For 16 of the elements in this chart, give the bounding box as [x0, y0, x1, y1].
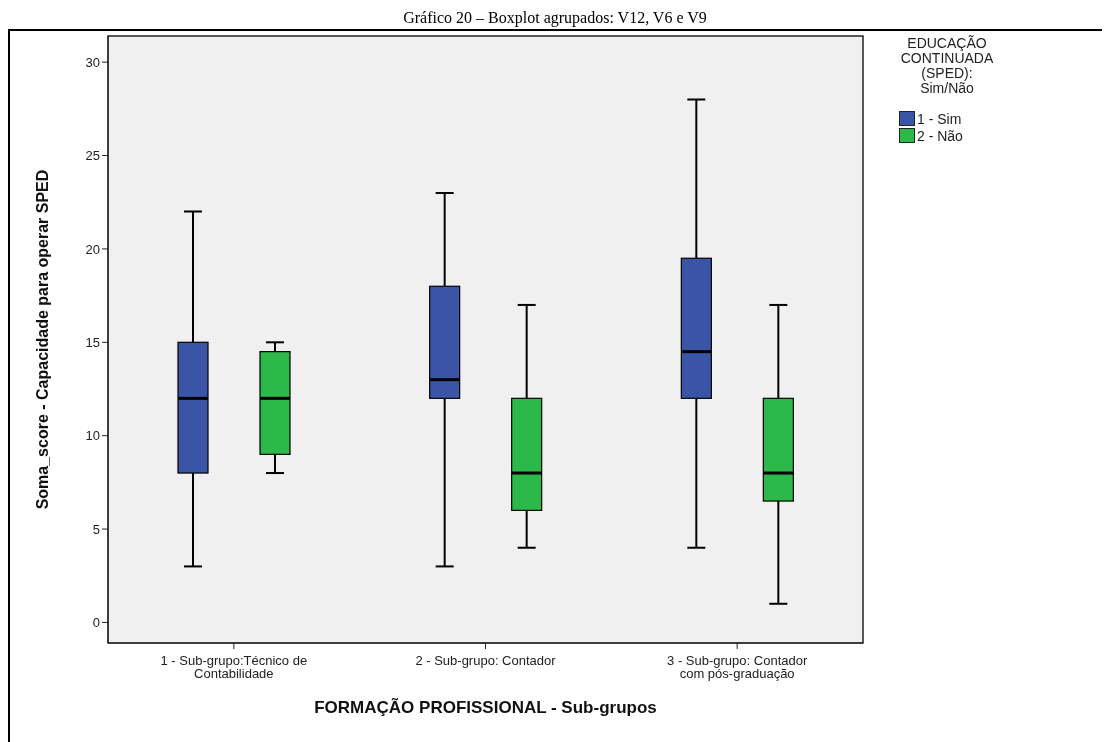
y-tick-label: 5 [92, 521, 100, 537]
legend-label: 1 - Sim [917, 110, 962, 127]
legend-title: EDUCAÇÃO CONTINUADA (SPED): Sim/Não [899, 35, 995, 96]
y-tick-label: 10 [85, 428, 100, 444]
x-tick-label: 2 - Sub-grupo: Contador [415, 653, 557, 668]
y-tick-label: 30 [85, 54, 100, 70]
y-tick-label: 15 [85, 334, 100, 350]
y-tick-label: 0 [92, 615, 100, 631]
chart-title: Gráfico 20 – Boxplot agrupados: V12, V6 e V9 [402, 8, 708, 28]
y-axis-title: Soma_score - Capacidade para operar SPED [33, 169, 51, 510]
y-tick-label: 20 [85, 241, 100, 257]
legend-label: 2 - Não [917, 127, 963, 144]
x-axis-title: FORMAÇÃO PROFISSIONAL - Sub-grupos [314, 697, 657, 718]
x-tick-label: 3 - Sub-grupo: Contador com pós-graduação [667, 653, 808, 681]
y-tick-label: 25 [85, 148, 100, 164]
x-tick-label: 1 - Sub-grupo:Técnico de Contabilidade [160, 653, 308, 681]
